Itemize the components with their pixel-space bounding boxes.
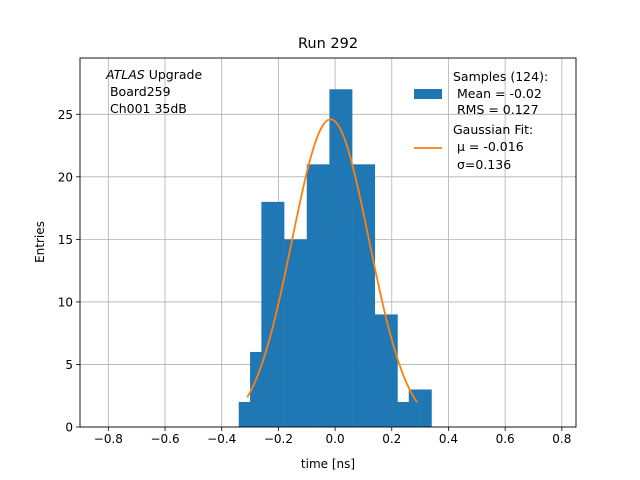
histogram-bar bbox=[272, 201, 285, 427]
legend-fit-line-1: Gaussian Fit: bbox=[453, 122, 533, 137]
y-tick-label: 25 bbox=[58, 108, 73, 122]
histogram-bar bbox=[352, 164, 364, 428]
annotation-line-2: Board259 bbox=[106, 84, 171, 99]
histogram-bar bbox=[284, 239, 296, 427]
histogram-bar bbox=[329, 89, 342, 428]
histogram-bar bbox=[295, 239, 308, 427]
legend: Samples (124): Mean = -0.02 RMS = 0.127 … bbox=[414, 69, 548, 172]
x-tick-label: 0.8 bbox=[552, 432, 571, 446]
x-axis-label: time [ns] bbox=[301, 457, 355, 471]
annotation-upgrade: Upgrade bbox=[145, 67, 203, 82]
chart-title: Run 292 bbox=[298, 36, 358, 52]
y-tick-label: 10 bbox=[58, 295, 73, 309]
x-tick-label: −0.6 bbox=[150, 432, 179, 446]
y-axis-ticks: 0 5 10 15 20 25 bbox=[58, 108, 80, 435]
y-tick-label: 20 bbox=[58, 170, 73, 184]
histogram-bar bbox=[386, 314, 398, 427]
x-axis-ticks: −0.8 −0.6 −0.4 −0.2 0.0 0.2 0.4 0.6 0.8 bbox=[94, 427, 571, 446]
legend-samples-line-1: Samples (124): bbox=[453, 69, 548, 84]
x-tick-label: −0.8 bbox=[94, 432, 123, 446]
y-tick-label: 0 bbox=[65, 421, 73, 435]
y-axis-label: Entries bbox=[33, 221, 47, 263]
annotation-line-3: Ch001 35dB bbox=[106, 101, 187, 116]
histogram-bar bbox=[306, 164, 319, 428]
x-tick-label: 0.6 bbox=[496, 432, 515, 446]
histogram-bar bbox=[363, 164, 376, 428]
histogram-bar bbox=[397, 401, 410, 427]
legend-samples-line-2: Mean = -0.02 bbox=[453, 86, 542, 101]
x-tick-label: −0.2 bbox=[264, 432, 293, 446]
annotation-line-1: ATLAS Upgrade bbox=[105, 67, 202, 82]
histogram-bar bbox=[250, 351, 262, 427]
x-tick-label: 0.0 bbox=[326, 432, 345, 446]
legend-histogram-swatch bbox=[414, 89, 442, 99]
x-tick-label: −0.4 bbox=[207, 432, 236, 446]
gaussian-fit-line bbox=[246, 118, 419, 404]
legend-fit-line-2: μ = -0.016 bbox=[453, 139, 524, 154]
y-tick-label: 15 bbox=[58, 233, 73, 247]
histogram-bar bbox=[374, 314, 387, 427]
histogram-bar bbox=[238, 401, 251, 427]
annotation-atlas: ATLAS bbox=[105, 67, 145, 82]
histogram-bar bbox=[340, 89, 353, 428]
legend-fit-line-3: σ=0.136 bbox=[453, 157, 511, 172]
histogram-bar bbox=[261, 201, 274, 427]
legend-samples-line-3: RMS = 0.127 bbox=[453, 102, 539, 117]
atlas-annotation: ATLAS Upgrade Board259 Ch001 35dB bbox=[105, 67, 202, 116]
histogram-bar bbox=[318, 164, 330, 428]
histogram-bars bbox=[238, 89, 432, 428]
x-tick-label: 0.4 bbox=[439, 432, 458, 446]
plot-frame bbox=[79, 57, 577, 428]
y-tick-label: 5 bbox=[65, 358, 73, 372]
gaussian-fit-layer bbox=[246, 118, 419, 404]
x-tick-label: 0.2 bbox=[382, 432, 401, 446]
histogram-bar bbox=[408, 389, 421, 427]
histogram-bar bbox=[420, 389, 432, 427]
